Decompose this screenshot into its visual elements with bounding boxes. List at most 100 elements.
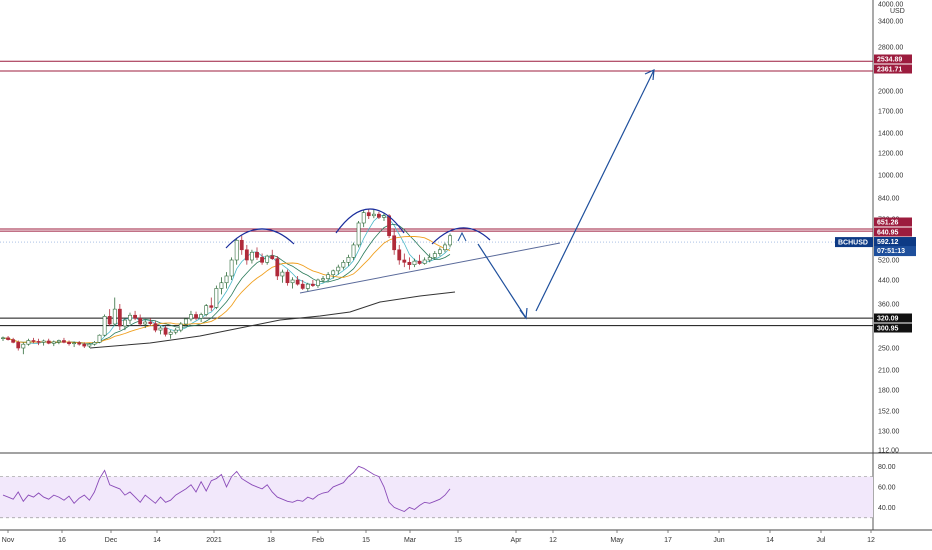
candle-body [392,235,397,251]
forecast-down-arrow-line [477,243,527,319]
candle-body [402,259,407,263]
drawings [225,69,655,320]
candle-body [11,339,16,343]
price-tick-label: 520.00 [878,258,900,265]
candle-body [295,279,300,285]
price-tick-label: 1400.00 [878,131,903,138]
candle-body [102,316,107,336]
candle-body [280,271,285,277]
candle-body [377,213,381,218]
candle-body [189,314,193,320]
candle-body [51,341,56,344]
candle-body [72,342,77,345]
rsi-tick-label: 80.00 [878,464,896,471]
candle-body [46,340,51,344]
time-tick-label: 2021 [206,537,222,544]
candle-body [239,239,244,251]
candle-body [97,334,102,343]
candle-body [56,340,61,343]
candle-body [341,262,346,268]
candle-body [92,342,97,345]
candle-body [128,314,132,321]
time-tick-label: 18 [267,537,275,544]
candle-body [173,329,178,333]
countdown-label: 07:51:13 [877,248,905,255]
candle-body [107,316,112,325]
candle-body [112,308,117,325]
candle-body [427,257,432,261]
candle-body [346,257,351,263]
candle-body [148,321,153,324]
candle-body [194,314,198,319]
price-tick-label: 250.00 [878,346,900,353]
last-price-tag-top [874,237,916,247]
candle-body [407,262,412,265]
currency-label: USD [890,8,905,15]
candle-body [214,288,219,308]
symbol-tag-bg [835,237,873,248]
candle-body [224,275,229,284]
candle-body [331,270,336,275]
neckline-trendline [299,242,561,294]
left-shoulder-arc [225,228,295,249]
price-tick-label: 130.00 [878,429,900,436]
horizontal-levels [0,60,873,327]
price-tick-label: 1000.00 [878,173,903,180]
rsi-pane: 80.00 60.00 40.00 [0,464,896,519]
price-tag-bg [874,323,912,333]
candle-body [316,279,320,286]
price-tag-label: 2361.71 [877,67,902,74]
price-tick-label: 2000.00 [878,89,903,96]
candle-body [260,257,264,263]
price-tick-label: 1700.00 [878,109,903,116]
time-tick-label: Apr [511,537,523,544]
forecast-down-arrowhead [519,307,528,320]
time-tick-label: May [610,537,624,544]
candle-body [310,283,315,286]
price-tag-bg [874,227,912,237]
candle-body [158,327,163,331]
candle-body [361,212,366,224]
candle-body [437,249,442,254]
candle-body [371,213,376,217]
price-tag-bg [874,64,912,74]
price-tag-label: 640.95 [877,230,899,237]
time-tick-label: Dec [105,537,118,544]
candle-body [153,323,158,331]
candle-body [285,271,290,284]
candle-body [168,331,173,335]
price-tick-label: 2800.00 [878,45,903,52]
candle-body [336,266,341,272]
price-tick-label: 152.00 [878,409,900,416]
candle-body [326,274,331,279]
candle-body [219,282,224,289]
candle-body [204,305,209,315]
time-tick-label: Mar [404,537,417,544]
head-arc [335,208,405,234]
candle-body [448,235,452,246]
candle-body [265,255,270,263]
candle-body [62,340,66,343]
candle-body [275,258,280,277]
price-tag-label: 320.09 [877,316,899,323]
candle-body [67,342,71,345]
price-tag-label: 651.26 [877,220,899,227]
candle-body [31,340,36,342]
price-tick-label: 1200.00 [878,151,903,158]
candle-body [412,260,417,265]
candle-body [300,283,305,289]
price-tick-label: 440.00 [878,278,900,285]
rsi-tick-label: 40.00 [878,505,896,512]
price-tag-bg [874,217,912,227]
price-tag-label: 2534.89 [877,57,902,64]
price-tag-bg [874,54,912,64]
candle-body [305,283,310,289]
candle-body [255,251,259,258]
candle-body [432,253,437,258]
candle-body [138,317,143,325]
candle-body [234,239,239,261]
candle-body [366,212,371,217]
candle-body [163,327,168,335]
time-tick-label: 14 [153,537,161,544]
